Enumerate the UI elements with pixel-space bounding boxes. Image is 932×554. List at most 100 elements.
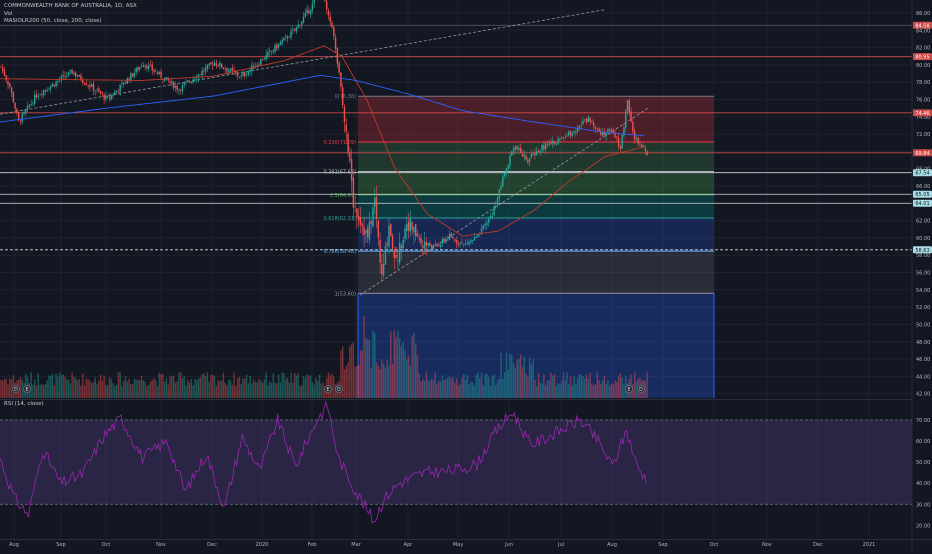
volume-bar-146: [260, 380, 262, 398]
volume-bar-156: [277, 374, 280, 398]
candle-body-160: [285, 36, 287, 37]
fib-zone-2: [358, 171, 714, 195]
volume-bar-246: [438, 380, 440, 398]
volume-bar-248: [441, 375, 444, 398]
volume-bar-68: [121, 385, 123, 398]
volume-bar-31: [55, 373, 57, 398]
candle-body-36: [64, 76, 66, 77]
volume-bar-278: [495, 385, 497, 398]
volume-bar-285: [507, 369, 509, 398]
price-badge-label-2: 74.46: [915, 111, 929, 117]
candle-body-203: [361, 224, 363, 227]
volume-bar-172: [306, 374, 308, 398]
candle-body-104: [185, 81, 187, 83]
candle-body-22: [39, 94, 41, 96]
volume-bar-210: [374, 332, 376, 398]
candle-body-235: [418, 238, 420, 240]
volume-bar-221: [393, 330, 396, 398]
candle-body-261: [464, 243, 467, 245]
volume-bar-245: [436, 384, 438, 398]
candle-body-287: [511, 151, 513, 156]
candle-body-53: [94, 90, 96, 92]
volume-bar-51: [90, 383, 93, 398]
candle-body-331: [589, 117, 591, 122]
candle-body-139: [247, 71, 250, 75]
volume-bar-209: [372, 330, 374, 398]
volume-bar-263: [468, 383, 470, 398]
volume-bar-132: [235, 385, 237, 398]
volume-bar-277: [493, 374, 495, 398]
price-tick-15: 56.00: [916, 271, 930, 277]
candle-body-168: [299, 25, 301, 26]
volume-bar-78: [139, 380, 141, 398]
candle-body-124: [220, 63, 223, 68]
volume-bar-12: [21, 379, 23, 398]
volume-bar-108: [192, 385, 194, 398]
candle-body-230: [409, 218, 412, 232]
volume-bar-137: [244, 378, 246, 398]
fib-zone-1: [358, 141, 714, 172]
candle-body-138: [245, 74, 248, 76]
candle-body-215: [382, 264, 385, 276]
volume-bar-266: [473, 385, 476, 398]
candle-body-163: [290, 31, 292, 38]
candle-body-243: [432, 244, 435, 250]
volume-bar-103: [183, 375, 185, 398]
fib-retracement[interactable]: 0(76.38)0.236(71.09)0.382(67.68)0.5(64.9…: [323, 94, 715, 398]
candle-body-320: [569, 131, 572, 135]
candle-body-14: [25, 109, 27, 113]
candle-body-333: [592, 122, 595, 126]
candle-body-188: [334, 37, 337, 49]
candle-body-90: [160, 71, 162, 78]
price-tick-2: 82.00: [916, 46, 930, 52]
volume-bar-91: [162, 373, 164, 398]
candle-body-210: [374, 197, 376, 207]
candle-body-319: [568, 131, 570, 136]
candle-body-145: [258, 64, 260, 65]
volume-bar-250: [445, 379, 447, 398]
volume-bar-338: [601, 380, 604, 398]
volume-bar-152: [270, 382, 273, 398]
volume-bar-269: [479, 377, 481, 398]
candle-body-16: [28, 105, 31, 107]
volume-bar-53: [94, 377, 96, 398]
volume-bar-224: [398, 338, 401, 398]
candle-body-44: [78, 74, 80, 77]
volume-bar-138: [245, 374, 248, 398]
candle-body-208: [370, 220, 372, 224]
indicator-ma: MASlOLR200 (50, close, 200, close): [4, 18, 102, 24]
volume-bar-30: [53, 385, 56, 398]
candle-body-246: [438, 245, 440, 247]
candle-body-308: [548, 143, 550, 146]
candle-body-307: [546, 143, 549, 145]
volume-bar-195: [347, 362, 349, 398]
candle-body-194: [345, 124, 347, 132]
volume-bar-286: [509, 353, 511, 398]
volume-bar-181: [322, 382, 324, 398]
candle-body-314: [559, 138, 561, 140]
volume-bar-256: [455, 378, 458, 398]
volume-bar-307: [546, 380, 549, 398]
volume-bar-260: [463, 374, 465, 398]
candle-body-166: [295, 26, 298, 32]
volume-bar-174: [309, 375, 312, 398]
time-tick-0: Aug: [9, 542, 19, 548]
volume-bar-356: [633, 372, 636, 398]
candle-body-343: [610, 129, 613, 132]
candle-body-125: [222, 67, 225, 69]
volume-bar-298: [530, 364, 533, 398]
candle-body-134: [238, 76, 241, 78]
volume-bar-21: [37, 373, 39, 398]
candle-body-38: [67, 71, 70, 76]
candle-body-154: [274, 45, 276, 52]
volume-bar-131: [233, 372, 235, 398]
volume-bar-73: [130, 383, 132, 398]
volume-bar-2: [3, 379, 6, 398]
trendline-recovery: [359, 107, 649, 296]
volume-bar-194: [345, 365, 347, 398]
candle-body-254: [452, 237, 454, 239]
candle-body-103: [183, 83, 185, 85]
price-tick-7: 72.00: [916, 132, 930, 138]
volume-bar-271: [482, 385, 485, 398]
